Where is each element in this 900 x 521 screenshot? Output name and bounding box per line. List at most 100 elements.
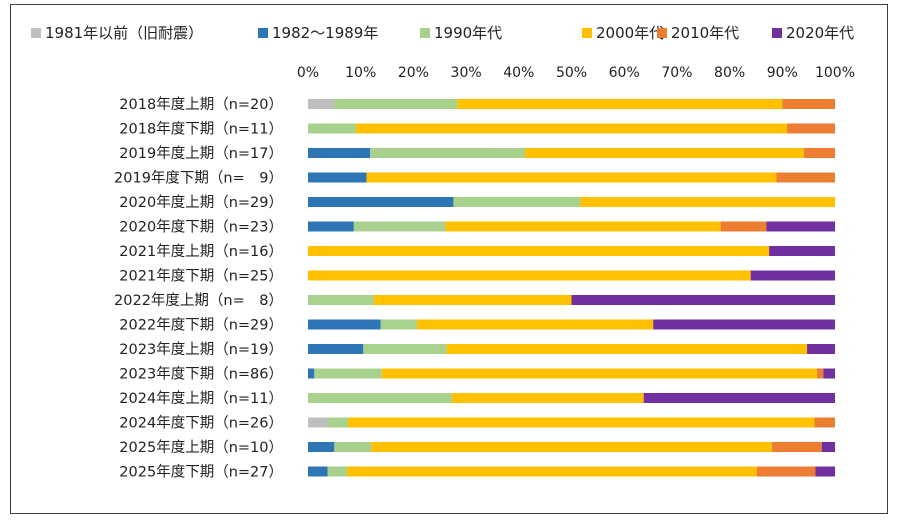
legend-item: 1982～1989年 [258, 24, 378, 42]
bar-row [308, 270, 835, 281]
x-tick-label: 70% [661, 65, 692, 81]
bar-segment [787, 123, 835, 134]
x-tick-label: 30% [451, 65, 482, 81]
bar-segment [308, 99, 335, 109]
legend-item: 1981年以前（旧耐震） [31, 24, 203, 42]
bar-segment [366, 172, 777, 183]
bar-row [308, 172, 835, 183]
category-label: 2025年度下期（n=27） [119, 464, 283, 481]
bar-segment [769, 246, 835, 256]
bar-segment [314, 368, 382, 379]
bar-segment [308, 270, 751, 281]
bar-segment [803, 148, 835, 158]
bar-segment [776, 172, 835, 183]
bar-segment [348, 417, 815, 428]
legend-label: 2000年代 [596, 24, 664, 42]
legend-item: 2000年代 [582, 24, 664, 42]
bar-segment [328, 417, 349, 428]
x-axis-ticks: 0% 10% 20% 30% 40% 50% 60% 70% 80% 90% 100% [297, 65, 855, 81]
bar-segment [308, 123, 356, 134]
bar-segment [308, 344, 364, 354]
legend-swatch [772, 28, 782, 38]
bar-segment [643, 393, 835, 403]
bar-segment [363, 344, 447, 354]
bar-segment [346, 466, 758, 477]
legend-label: 1981年以前（旧耐震） [45, 24, 203, 42]
bar-segment [308, 417, 329, 428]
bar-segment [417, 319, 654, 330]
bar-segment [370, 148, 526, 158]
legend-label: 1990年代 [434, 24, 502, 42]
category-label: 2018年度下期（n=11） [119, 121, 283, 138]
bar-segment [308, 295, 374, 305]
bar-row [308, 197, 835, 207]
bar-segment [653, 319, 835, 330]
category-label: 2022年度上期（n= 8） [114, 292, 283, 309]
bar-segment [308, 393, 452, 403]
legend-swatch [31, 28, 41, 38]
x-tick-label: 50% [556, 65, 587, 81]
bar-segment [445, 221, 721, 232]
bar-segment [771, 442, 822, 452]
x-tick-label: 20% [398, 65, 429, 81]
category-label: 2019年度上期（n=17） [119, 145, 283, 162]
bar-row [308, 221, 835, 232]
legend-label: 2010年代 [671, 24, 739, 42]
bar-segment [308, 172, 367, 183]
x-tick-label: 60% [609, 65, 640, 81]
legend-swatch [657, 28, 667, 38]
bar-segment [353, 221, 446, 232]
x-tick-label: 100% [815, 65, 855, 81]
bar-segment [757, 466, 816, 477]
category-label: 2023年度上期（n=19） [119, 341, 283, 358]
bar-row [308, 344, 835, 354]
category-label: 2021年度上期（n=16） [119, 243, 283, 260]
x-tick-label: 90% [767, 65, 798, 81]
legend-label: 1982～1989年 [272, 24, 378, 42]
bar-segment [373, 295, 572, 305]
category-label: 2018年度上期（n=20） [119, 96, 283, 113]
bar-segment [308, 368, 315, 379]
bar-segment [815, 466, 835, 477]
bar-segment [807, 344, 835, 354]
category-label: 2023年度下期（n=86） [119, 366, 283, 383]
x-tick-label: 10% [345, 65, 376, 81]
bar-segment [453, 197, 581, 207]
category-label: 2020年度上期（n=29） [119, 194, 283, 211]
category-labels: 2018年度上期（n=20） 2018年度下期（n=11） 2019年度上期（n=1… [114, 96, 283, 481]
bar-row [308, 246, 835, 256]
bar-row [308, 148, 835, 158]
legend-label: 2020年代 [786, 24, 854, 42]
bar-segment [380, 319, 418, 330]
bar-segment [334, 99, 458, 109]
bar-segment [814, 417, 835, 428]
category-label: 2019年度下期（n= 9） [114, 170, 283, 187]
bar-segment [308, 319, 381, 330]
bar-segment [446, 344, 808, 354]
bar-segment [823, 368, 835, 379]
x-tick-label: 0% [297, 65, 319, 81]
bar-row [308, 319, 835, 330]
bar-segment [580, 197, 835, 207]
bar-row [308, 99, 835, 109]
bar-segment [525, 148, 804, 158]
x-tick-label: 40% [503, 65, 534, 81]
bar-segment [308, 148, 371, 158]
legend-item: 2020年代 [772, 24, 854, 42]
bar-segment [457, 99, 783, 109]
bar-row [308, 368, 835, 379]
bar-segment [355, 123, 788, 134]
bar-row [308, 295, 835, 305]
legend-swatch [582, 28, 592, 38]
legend-item: 2010年代 [657, 24, 739, 42]
bar-segment [821, 442, 835, 452]
bar-row [308, 417, 835, 428]
bar-segment [308, 442, 335, 452]
bar-segment [766, 221, 835, 232]
bar-row [308, 466, 835, 477]
bar-segment [327, 466, 347, 477]
bar-segment [720, 221, 767, 232]
bar-segment [308, 197, 454, 207]
bar-segment [571, 295, 835, 305]
